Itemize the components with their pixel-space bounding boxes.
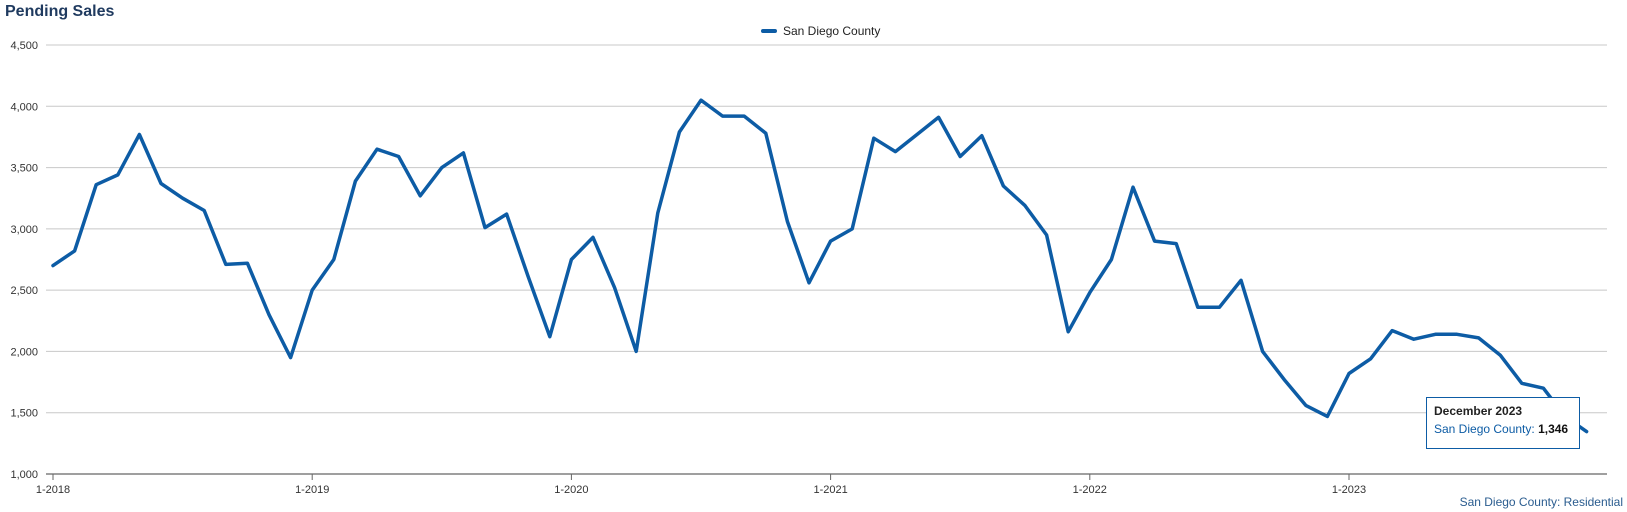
data-point[interactable] [330,256,338,264]
series-line-san-diego-county[interactable] [51,98,1589,434]
y-tick-label: 4,500 [10,40,38,52]
y-tick-label: 1,000 [10,469,38,481]
data-point[interactable] [654,209,662,217]
footer-note: San Diego County: Residential [1459,495,1623,509]
y-tick-label: 3,000 [10,224,38,236]
data-point[interactable] [805,279,813,287]
data-point[interactable] [762,129,770,137]
data-point[interactable] [1172,240,1180,248]
data-point[interactable] [999,182,1007,190]
data-point[interactable] [503,210,511,218]
data-point[interactable] [1475,334,1483,342]
x-tick-label: 1-2019 [295,484,329,496]
legend[interactable]: San Diego County [761,24,880,38]
data-point[interactable] [675,128,683,136]
data-point[interactable] [1021,202,1029,210]
data-point[interactable] [200,206,208,214]
data-point[interactable] [92,181,100,189]
x-tick-label: 1-2023 [1332,484,1366,496]
data-point[interactable] [351,177,359,185]
tooltip-series-label: San Diego County: [1434,422,1535,436]
data-point[interactable] [1345,369,1353,377]
data-point[interactable] [459,149,467,157]
y-tick-label: 1,500 [10,408,38,420]
data-point[interactable] [1410,335,1418,343]
data-point[interactable] [1302,401,1310,409]
data-point[interactable] [956,153,964,161]
data-point[interactable] [870,134,878,142]
y-tick-label: 2,500 [10,285,38,297]
data-point[interactable] [1259,347,1267,355]
data-point[interactable] [1129,183,1137,191]
data-point[interactable] [783,218,791,226]
legend-swatch [761,29,777,33]
data-point[interactable] [827,237,835,245]
data-point[interactable] [1388,327,1396,335]
data-point[interactable] [1107,256,1115,264]
data-point[interactable] [1518,379,1526,387]
data-point[interactable] [243,259,251,267]
legend-label-san-diego-county[interactable]: San Diego County [783,24,881,38]
chart-title: Pending Sales [5,3,115,20]
data-point[interactable] [114,171,122,179]
data-point[interactable] [1539,384,1547,392]
tooltip: December 2023 San Diego County: 1,346 [1426,397,1580,449]
data-point[interactable] [49,262,57,270]
data-point[interactable] [740,112,748,120]
data-point[interactable] [373,145,381,153]
data-point[interactable] [308,286,316,294]
tooltip-value: 1,346 [1538,422,1569,436]
data-point[interactable] [1215,303,1223,311]
data-point[interactable] [589,233,597,241]
data-point[interactable] [913,130,921,138]
data-point[interactable] [135,130,143,138]
data-point[interactable] [1151,237,1159,245]
data-point[interactable] [1086,289,1094,297]
data-point[interactable] [719,112,727,120]
data-point[interactable] [1453,330,1461,338]
x-tick-label: 1-2020 [554,484,588,496]
data-point[interactable] [1043,231,1051,239]
y-tick-label: 2,000 [10,346,38,358]
data-point[interactable] [438,164,446,172]
data-point[interactable] [1583,428,1591,436]
data-point[interactable] [632,347,640,355]
data-point[interactable] [481,224,489,232]
data-point[interactable] [1064,328,1072,336]
data-point[interactable] [1496,351,1504,359]
data-point[interactable] [978,132,986,140]
data-point[interactable] [935,113,943,121]
data-point[interactable] [546,333,554,341]
data-point[interactable] [1237,276,1245,284]
data-point[interactable] [179,194,187,202]
data-point[interactable] [1280,376,1288,384]
data-point[interactable] [71,247,79,255]
tooltip-title: December 2023 [1434,404,1523,418]
data-point[interactable] [697,96,705,104]
data-point[interactable] [891,148,899,156]
data-point[interactable] [1431,330,1439,338]
data-point[interactable] [395,153,403,161]
x-tick-label: 1-2018 [36,484,70,496]
data-point[interactable] [287,354,295,362]
data-point[interactable] [157,180,165,188]
data-point[interactable] [1323,412,1331,420]
data-point[interactable] [1367,355,1375,363]
x-tick-label: 1-2022 [1073,484,1107,496]
data-point[interactable] [265,311,273,319]
data-point[interactable] [1194,303,1202,311]
x-tick-label: 1-2021 [813,484,847,496]
y-tick-label: 4,000 [10,101,38,113]
data-point[interactable] [222,260,230,268]
data-point[interactable] [611,284,619,292]
data-point[interactable] [848,225,856,233]
y-tick-label: 3,500 [10,163,38,175]
data-point[interactable] [524,273,532,281]
data-point[interactable] [416,192,424,200]
data-point[interactable] [567,256,575,264]
